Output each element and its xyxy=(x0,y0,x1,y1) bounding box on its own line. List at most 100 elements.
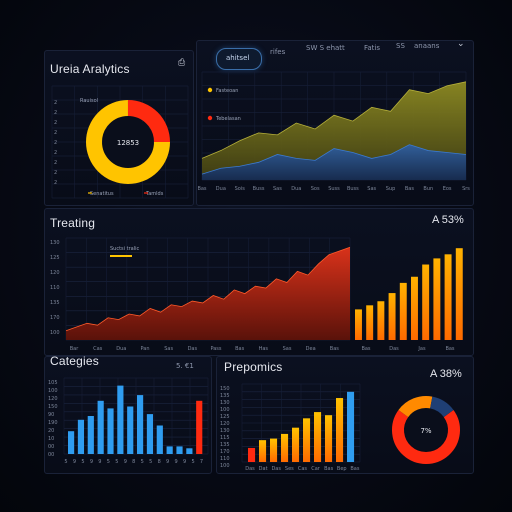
y-tick-label: 2 xyxy=(54,150,57,156)
legend-dot xyxy=(207,87,213,93)
x-tick-label: 9 xyxy=(90,459,93,465)
category-bar xyxy=(117,385,124,454)
trending-title: Treating xyxy=(50,216,96,230)
x-tick-label: Car xyxy=(311,466,321,472)
y-tick-label: 120 xyxy=(220,421,230,427)
tab-5[interactable]: SS xyxy=(396,42,405,50)
y-tick-label: 100 xyxy=(220,463,230,469)
y-tick-label: 100 xyxy=(50,330,60,336)
chevron-down-icon[interactable]: ⌄ xyxy=(457,39,465,49)
tab-6[interactable]: anaans xyxy=(414,42,440,50)
trend-legend-label: Suctsi tralic xyxy=(110,246,139,252)
donut-chart-bottom: 7% xyxy=(392,396,460,464)
preference-bar xyxy=(259,440,267,462)
category-bar xyxy=(166,446,173,454)
x-tick-label: 8 xyxy=(132,459,135,465)
trend-bar xyxy=(399,282,407,340)
donut-chart-top: 12853 Rauisol Senatitus Tamlds 2 2 2 2 2 2 2 2 2 xyxy=(51,85,189,199)
x-tick-label: Cas xyxy=(298,466,308,472)
preference-bar xyxy=(325,415,333,462)
trending-stat: A 53% xyxy=(432,214,464,226)
y-tick-label: 135 xyxy=(220,393,230,399)
x-tick-label: 5 xyxy=(64,459,67,465)
preference-bar xyxy=(303,418,311,462)
x-tick-label: 9 xyxy=(166,459,169,465)
trend-area-fill xyxy=(66,247,350,340)
trend-bar xyxy=(377,301,385,340)
donut-center-label: 12853 xyxy=(117,139,139,147)
x-tick-label: Bas xyxy=(235,346,244,352)
page-title: Ureia Aralytics xyxy=(50,62,130,76)
x-tick-label: 9 xyxy=(73,459,76,465)
y-tick-label: 10 xyxy=(48,436,54,442)
trend-bar xyxy=(388,293,396,340)
legend-entry: Tebelasan xyxy=(215,116,241,122)
donut-center-label: 7% xyxy=(420,427,431,435)
x-tick-label: Ses xyxy=(285,466,294,472)
legend-dot xyxy=(207,115,213,121)
preferences-title: Prepomics xyxy=(224,360,283,374)
x-tick-label: Sos xyxy=(311,186,320,192)
y-tick-label: 110 xyxy=(220,456,230,462)
x-tick-label: 5 xyxy=(81,459,84,465)
x-tick-label: Suss xyxy=(328,186,340,192)
categories-count: 5. €1 xyxy=(176,362,194,370)
y-tick-label: 00 xyxy=(48,452,54,458)
x-tick-label: 5 xyxy=(191,459,194,465)
trend-bar xyxy=(433,258,441,340)
x-tick-label: Dua xyxy=(291,186,301,192)
tab-pill[interactable] xyxy=(216,48,262,70)
x-tick-label: Bas xyxy=(324,466,333,472)
x-tick-label: Dua xyxy=(116,346,126,352)
y-tick-label: 125 xyxy=(50,255,60,261)
y-tick-label: 130 xyxy=(220,428,230,434)
tab-2[interactable]: rifes xyxy=(270,48,286,56)
tab-3[interactable]: SW S ehatt xyxy=(306,44,345,52)
y-tick-label: 190 xyxy=(48,420,58,426)
donut-hole xyxy=(405,409,447,451)
trend-bar xyxy=(366,305,374,340)
y-tick-label: 115 xyxy=(220,435,230,441)
x-tick-label: Bas xyxy=(445,346,454,352)
legend-entry: Fasteoan xyxy=(216,88,238,94)
export-icon[interactable]: ⎙ xyxy=(178,58,186,68)
y-tick-label: 2 xyxy=(54,180,57,186)
preference-bar xyxy=(347,391,355,462)
preference-bar xyxy=(292,427,300,462)
category-bar xyxy=(97,400,104,454)
y-tick-label: 90 xyxy=(48,412,54,418)
x-tick-label: Bas xyxy=(361,346,370,352)
donut-slice xyxy=(398,396,433,418)
trend-area-line xyxy=(65,246,351,332)
area-series-1 xyxy=(202,144,466,180)
category-bar xyxy=(107,408,114,454)
y-tick-label: 130 xyxy=(50,240,60,246)
x-tick-label: Bar xyxy=(70,346,79,352)
y-tick-label: 110 xyxy=(50,285,60,291)
x-tick-label: Sas xyxy=(367,186,376,192)
tab-active[interactable]: ahitsel xyxy=(226,54,250,62)
x-tick-label: Bas xyxy=(197,186,206,192)
category-bar xyxy=(68,431,75,454)
y-tick-label: 2 xyxy=(54,170,57,176)
x-tick-label: 9 xyxy=(98,459,101,465)
tab-4[interactable]: Fatis xyxy=(364,44,381,52)
y-tick-label: 00 xyxy=(48,444,54,450)
donut-slice xyxy=(392,410,460,464)
x-tick-label: Das xyxy=(188,346,198,352)
x-tick-label: Eos xyxy=(443,186,452,192)
area-chart-top: Bas Dua Sois Buss Sas Dua Sos Suss Buss Sas Sup Bas… xyxy=(197,71,470,192)
x-tick-label: 5 xyxy=(115,459,118,465)
x-tick-label: Srs xyxy=(462,186,470,192)
category-bar xyxy=(87,416,94,454)
x-tick-label: 5 xyxy=(141,459,144,465)
y-tick-label: 100 xyxy=(220,407,230,413)
x-tick-label: Sas xyxy=(273,186,282,192)
x-tick-label: Bas xyxy=(330,346,339,352)
x-tick-label: Buss xyxy=(347,186,359,192)
x-tick-label: 9 xyxy=(183,459,186,465)
categories-title: Categies xyxy=(50,354,99,368)
x-tick-label: Sup xyxy=(386,186,396,192)
